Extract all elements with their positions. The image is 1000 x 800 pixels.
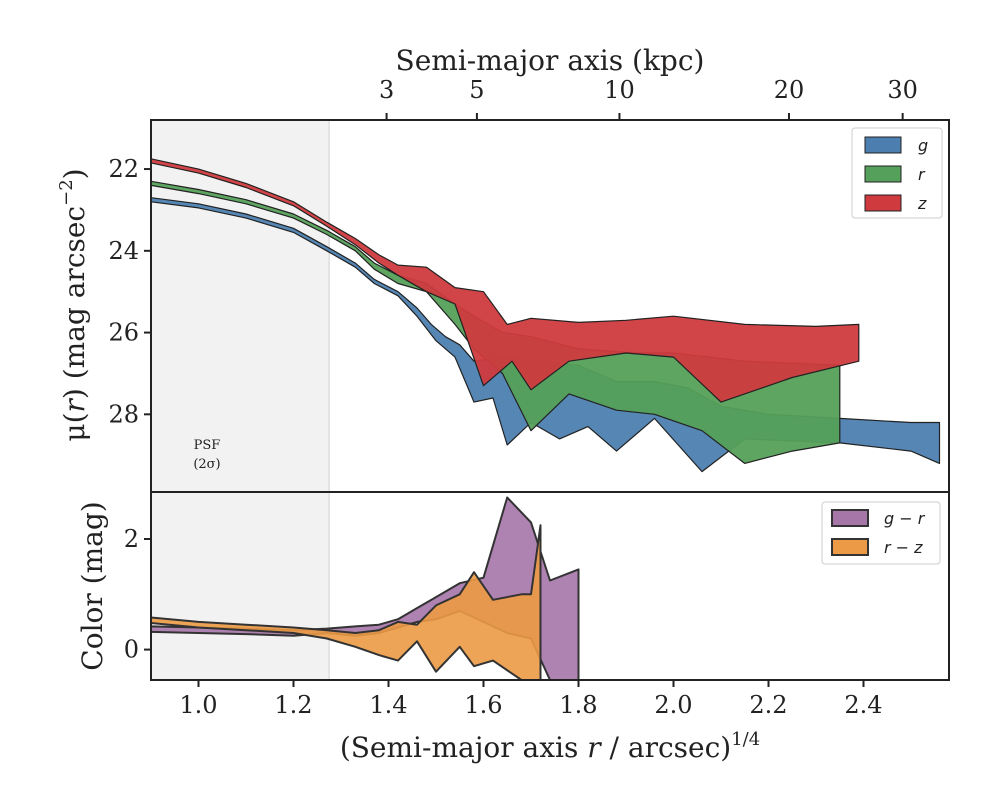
bottom-panel-series bbox=[151, 496, 580, 680]
y-title-units: ) (mag arcsec bbox=[58, 206, 91, 399]
top-ytick-label-26: 26 bbox=[108, 319, 139, 347]
bottom-xtick-label-1.0: 1.0 bbox=[179, 691, 217, 719]
top-xtick-label-10: 10 bbox=[604, 76, 635, 104]
bottom-panel-axes: 0 2 1.0 1.2 1.4 1.6 1.8 2.0 2.2 2.4 bbox=[124, 491, 950, 719]
y-title-r: r bbox=[58, 397, 91, 412]
bottom-xtick-label-1.8: 1.8 bbox=[559, 691, 597, 719]
top-xtick-label-3: 3 bbox=[379, 76, 394, 104]
band-z bbox=[151, 158, 860, 403]
y-title-exponent: −2 bbox=[56, 179, 77, 206]
bottom-xtick-label-2.4: 2.4 bbox=[844, 691, 882, 719]
legend-swatch-g bbox=[864, 136, 902, 154]
top-panel-series bbox=[151, 158, 941, 473]
top-panel-background bbox=[151, 120, 330, 492]
bottom-xtick-label-1.2: 1.2 bbox=[274, 691, 312, 719]
x-title-pre: (Semi-major axis bbox=[340, 731, 587, 764]
top-legend: g r z bbox=[851, 127, 943, 219]
legend-label-g-r: g − r bbox=[884, 509, 926, 528]
top-panel-axes: 22242628351020305075100 bbox=[108, 76, 950, 493]
bottom-xtick-label-1.4: 1.4 bbox=[369, 691, 407, 719]
x-title-r: r bbox=[587, 731, 602, 764]
top-ytick-label-22: 22 bbox=[108, 155, 139, 183]
bottom-xtick-label-2.2: 2.2 bbox=[749, 691, 787, 719]
x-title-exponent: 1/4 bbox=[731, 729, 760, 750]
top-xtick-label-5: 5 bbox=[469, 76, 484, 104]
psf-label-line2: (2σ) bbox=[193, 457, 220, 472]
top-x-axis-title: Semi-major axis (kpc) bbox=[396, 44, 705, 77]
top-xtick-label-20: 20 bbox=[774, 76, 805, 104]
y-title-close: ) bbox=[58, 168, 91, 179]
legend-label-g: g bbox=[918, 136, 928, 155]
top-xtick-label-30: 30 bbox=[887, 76, 918, 104]
bottom-legend: g − r r − z bbox=[821, 501, 941, 565]
band-r-z bbox=[151, 524, 542, 680]
psf-region-bottom bbox=[151, 492, 330, 680]
x-title-post: / arcsec) bbox=[601, 731, 732, 764]
bottom-ytick-label-2: 2 bbox=[124, 525, 139, 553]
legend-label-r: r bbox=[918, 165, 926, 184]
psf-region-top bbox=[151, 120, 330, 492]
bottom-panel-background bbox=[151, 492, 330, 680]
legend-swatch-g-r bbox=[831, 509, 869, 527]
legend-swatch-r bbox=[864, 165, 902, 183]
legend-label-r-z: r − z bbox=[884, 538, 923, 557]
legend-swatch-z bbox=[864, 194, 902, 212]
bottom-x-axis-title: (Semi-major axis r / arcsec)1/4 bbox=[340, 729, 760, 764]
bottom-xtick-label-1.6: 1.6 bbox=[464, 691, 502, 719]
top-ytick-label-24: 24 bbox=[108, 237, 139, 265]
y-title-mu: μ( bbox=[58, 412, 91, 441]
bottom-panel-frame bbox=[150, 491, 950, 681]
bottom-y-axis-title: Color (mag) bbox=[76, 501, 109, 670]
band-r bbox=[151, 180, 841, 464]
psf-label-line1: PSF bbox=[194, 438, 221, 453]
top-y-axis-title: μ(r) (mag arcsec−2) bbox=[56, 168, 91, 441]
legend-label-z: z bbox=[917, 194, 927, 213]
legend-swatch-r-z bbox=[831, 538, 869, 556]
top-ytick-label-28: 28 bbox=[108, 400, 139, 428]
bottom-xtick-label-2.0: 2.0 bbox=[654, 691, 692, 719]
bottom-ytick-label-0: 0 bbox=[124, 636, 139, 664]
